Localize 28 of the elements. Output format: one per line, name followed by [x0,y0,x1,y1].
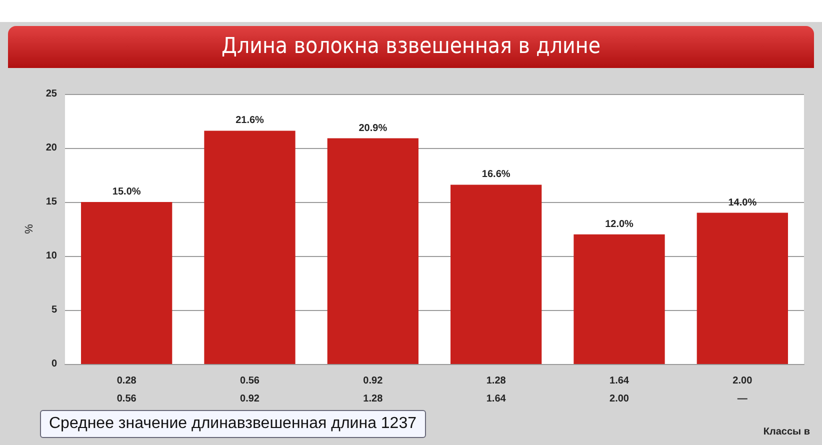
y-tick-label: 25 [46,88,58,100]
x-tick-label: 0.28 0.56 [116,376,137,404]
y-tick-label: 15 [46,196,58,208]
bar [574,234,665,364]
bar [696,212,788,364]
text: Среднее значение длинавзвешенная длина 1237 [40,410,426,438]
x-tick-label: 1.28 1.64 [486,376,506,404]
chart-title: Длина волокна взвешенная в длине [8,26,814,68]
bar [204,130,296,364]
data-label: 16.6% [482,169,510,180]
x-tick-label: 2.00 — [732,376,753,404]
y-tick-label: 0 [51,358,58,370]
x-tick-label: 1.64 2.00 [610,376,630,404]
data-label: 14.0% [728,197,757,208]
data-label: 12.0% [605,218,634,230]
y-tick-label: 10 [46,250,58,262]
bar [81,202,172,364]
y-tick-label: 20 [46,142,58,154]
data-label: 21.6% [236,115,264,126]
bar [327,138,418,364]
x-tick-label: 0.56 0.92 [240,376,260,404]
x-axis-title: Классы в [763,426,810,438]
bar [450,184,542,364]
x-tick-label: 0.92 1.28 [363,376,384,404]
data-label: 15.0% [112,186,141,198]
data-label: 20.9% [358,122,388,134]
y-axis-title: % [23,224,36,234]
y-tick-label: 5 [51,304,58,316]
